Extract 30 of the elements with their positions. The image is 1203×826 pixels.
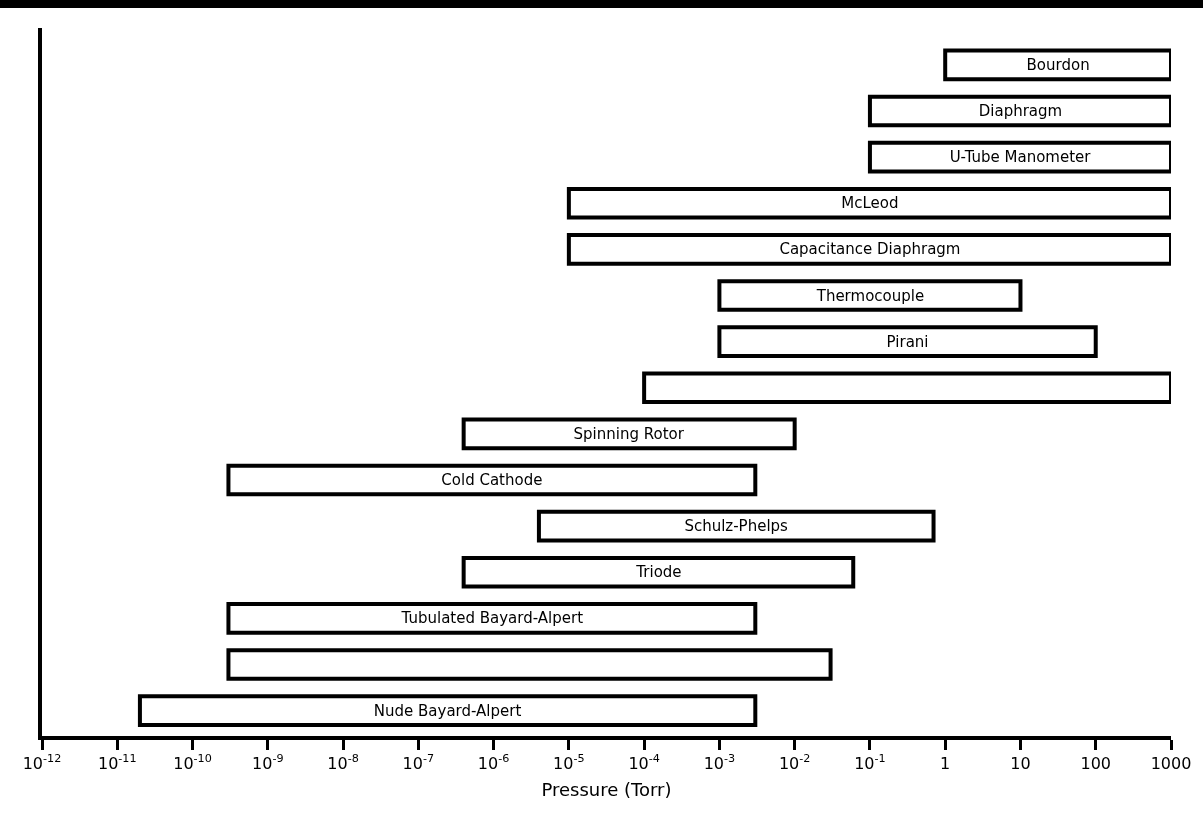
y-tick-label: Schulz-Phelps bbox=[684, 517, 789, 536]
x-tick-label: 100 bbox=[1080, 754, 1111, 774]
x-tick-label: 10$^{-5}$ bbox=[553, 752, 585, 774]
y-tick-label: Cold Cathode bbox=[441, 471, 543, 490]
x-tick-label: 10$^{-11}$ bbox=[97, 752, 137, 774]
x-tick-label: 10 bbox=[1010, 754, 1031, 774]
y-tick-label: Diaphragm bbox=[978, 102, 1063, 121]
y-tick-label: Pirani bbox=[886, 332, 929, 351]
x-tick-label: 10$^{-12}$ bbox=[22, 752, 62, 774]
y-tick-label: Nude Bayard-Alpert bbox=[373, 701, 522, 720]
x-tick-label: 1 bbox=[940, 754, 951, 774]
x-tick-label: 10$^{-7}$ bbox=[402, 752, 435, 774]
y-tick-label: Tubulated Bayard-Alpert bbox=[400, 609, 584, 628]
y-tick-label: Spinning Rotor bbox=[573, 424, 685, 443]
x-axis-title: Pressure (Torr) bbox=[541, 778, 672, 800]
x-tick-label: 10$^{-9}$ bbox=[252, 752, 284, 774]
x-tick-label: 10$^{-3}$ bbox=[703, 752, 736, 774]
y-tick-label: U-Tube Manometer bbox=[949, 148, 1092, 167]
y-tick-label: Bourdon bbox=[1026, 55, 1090, 74]
x-tick-label: 10$^{-8}$ bbox=[327, 752, 359, 774]
y-tick-label: McLeod bbox=[841, 194, 899, 213]
x-tick-label: 10$^{-4}$ bbox=[628, 752, 660, 774]
y-tick-label: Capacitance Diaphragm bbox=[779, 240, 961, 259]
y-tick-label: Thermocouple bbox=[815, 286, 925, 305]
y-tick-label: Triode bbox=[635, 563, 682, 582]
x-tick-label: 10$^{-2}$ bbox=[778, 752, 811, 774]
x-tick-label: 10$^{-6}$ bbox=[477, 752, 510, 774]
x-tick-label: 1000 bbox=[1150, 754, 1192, 774]
x-tick-label: 10$^{-1}$ bbox=[854, 752, 886, 774]
x-tick-label: 10$^{-10}$ bbox=[173, 752, 212, 774]
